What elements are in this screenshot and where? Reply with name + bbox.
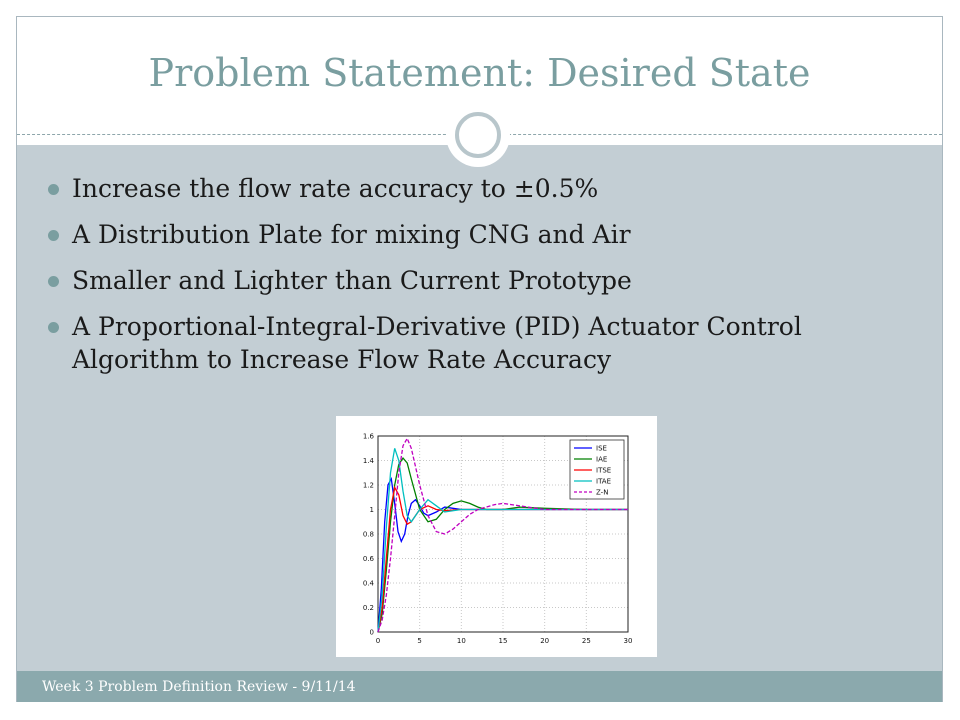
legend-label: IAE <box>596 456 607 464</box>
bullet-dot-icon <box>48 184 59 195</box>
bullet-item: Increase the flow rate accuracy to ±0.5% <box>48 172 908 205</box>
x-tick-label: 15 <box>499 637 508 645</box>
y-tick-label: 1.2 <box>363 482 374 490</box>
slide-title: Problem Statement: Desired State <box>148 51 811 95</box>
series-line-itae <box>377 448 628 633</box>
series-line-ise <box>377 476 628 633</box>
bullet-item: A Distribution Plate for mixing CNG and … <box>48 218 908 251</box>
bullet-text: A Distribution Plate for mixing CNG and … <box>72 220 631 249</box>
step-response-chart: 0 5 10 15 20 25 30 0 0.2 0.4 0.6 0.8 1 1.2 1.4 1.6 ISE IA… <box>363 433 633 646</box>
y-tick-label: 0 <box>370 629 374 637</box>
plot-frame <box>377 435 629 633</box>
bullet-dot-icon <box>48 276 59 287</box>
y-tick-label: 0.4 <box>363 580 375 588</box>
footer-text: Week 3 Problem Definition Review - 9/11/… <box>42 679 356 695</box>
x-tick-label: 10 <box>457 637 466 645</box>
ring-ornament-inner <box>455 112 501 158</box>
y-tick-label: 0.6 <box>363 555 375 563</box>
bullet-text: Smaller and Lighter than Current Prototy… <box>72 266 632 295</box>
bullet-list: Increase the flow rate accuracy to ±0.5%… <box>48 172 908 389</box>
x-tick-label: 20 <box>540 637 549 645</box>
y-tick-label: 0.2 <box>363 604 374 612</box>
x-tick-label: 0 <box>376 637 380 645</box>
footer-bar: Week 3 Problem Definition Review - 9/11/… <box>17 671 942 702</box>
bullet-item: A Proportional-Integral-Derivative (PID)… <box>48 310 908 376</box>
y-tick-label: 1.6 <box>363 433 375 441</box>
x-tick-label: 30 <box>624 637 633 645</box>
y-tick-label: 1.4 <box>363 457 375 465</box>
legend-label: ISE <box>596 445 607 453</box>
bullet-text: Increase the flow rate accuracy to ±0.5% <box>72 174 599 203</box>
bullet-text: A Proportional-Integral-Derivative (PID)… <box>72 312 802 374</box>
legend-label: Z-N <box>596 489 608 497</box>
x-tick-label: 25 <box>582 637 591 645</box>
ring-ornament-icon <box>446 103 510 167</box>
series-line-zn <box>377 436 628 633</box>
chart-image: 0 5 10 15 20 25 30 0 0.2 0.4 0.6 0.8 1 1.2 1.4 1.6 ISE IA… <box>336 416 657 657</box>
y-tick-label: 0.8 <box>363 531 374 539</box>
x-tick-label: 5 <box>417 637 421 645</box>
y-tick-label: 1 <box>370 506 374 514</box>
bullet-item: Smaller and Lighter than Current Prototy… <box>48 264 908 297</box>
legend-label: ITAE <box>596 478 611 486</box>
legend-label: ITSE <box>596 467 611 475</box>
bullet-dot-icon <box>48 230 59 241</box>
bullet-dot-icon <box>48 322 59 333</box>
